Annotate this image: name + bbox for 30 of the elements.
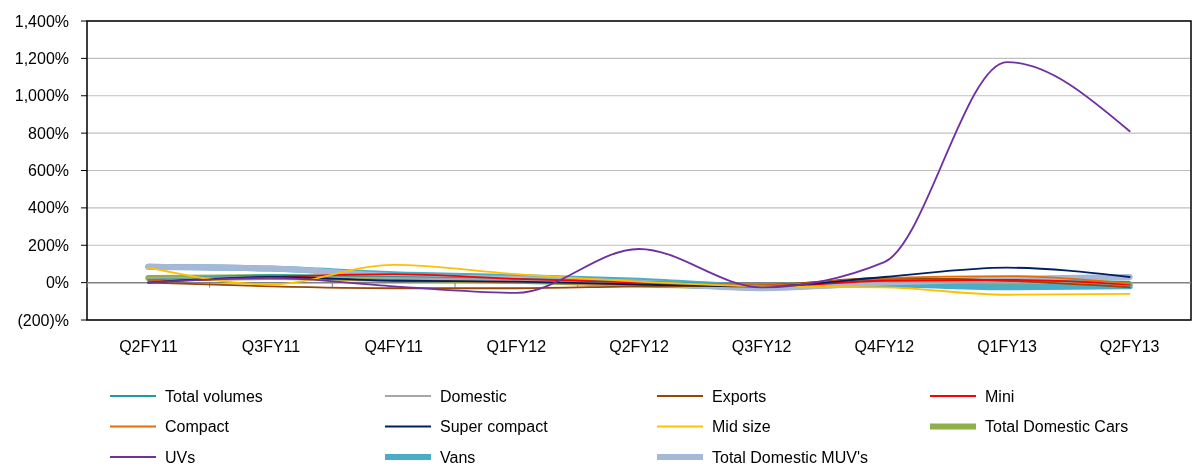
y-tick-label: 800%: [28, 124, 69, 142]
y-tick-label: 1,400%: [14, 12, 69, 30]
legend-label: Compact: [165, 418, 230, 436]
legend-label: Mini: [985, 387, 1015, 405]
x-tick-label: Q1FY12: [486, 338, 547, 355]
x-tick-label: Q4FY12: [854, 338, 915, 355]
x-tick-label: Q1FY13: [977, 338, 1037, 355]
x-tick-label: Q3FY11: [241, 338, 301, 355]
legend-label: Super compact: [440, 418, 549, 436]
y-tick-label: 600%: [28, 162, 69, 180]
y-tick-label: 400%: [28, 199, 69, 217]
y-tick-label: 1,000%: [14, 87, 69, 105]
y-tick-label: 200%: [28, 236, 69, 254]
y-tick-label: 0%: [45, 274, 69, 292]
x-tick-label: Q2FY12: [609, 338, 669, 355]
legend-label: Vans: [440, 448, 476, 466]
x-tick-label: Q3FY12: [731, 338, 792, 355]
x-tick-label: Q4FY11: [364, 338, 423, 355]
legend-label: Total Domestic MUV's: [712, 448, 868, 466]
y-tick-label: 1,200%: [14, 49, 69, 67]
x-tick-label: Q2FY11: [119, 338, 178, 355]
y-tick-label: (200)%: [17, 311, 69, 329]
legend-label: Domestic: [440, 387, 507, 405]
line-series: [147, 61, 1131, 294]
legend-label: Exports: [712, 387, 767, 405]
x-tick-label: Q2FY13: [1099, 338, 1160, 355]
legend-label: Mid size: [712, 418, 771, 436]
legend-label: Total volumes: [165, 387, 263, 405]
legend-label: Total Domestic Cars: [985, 418, 1129, 436]
legend-label: UVs: [165, 448, 196, 466]
